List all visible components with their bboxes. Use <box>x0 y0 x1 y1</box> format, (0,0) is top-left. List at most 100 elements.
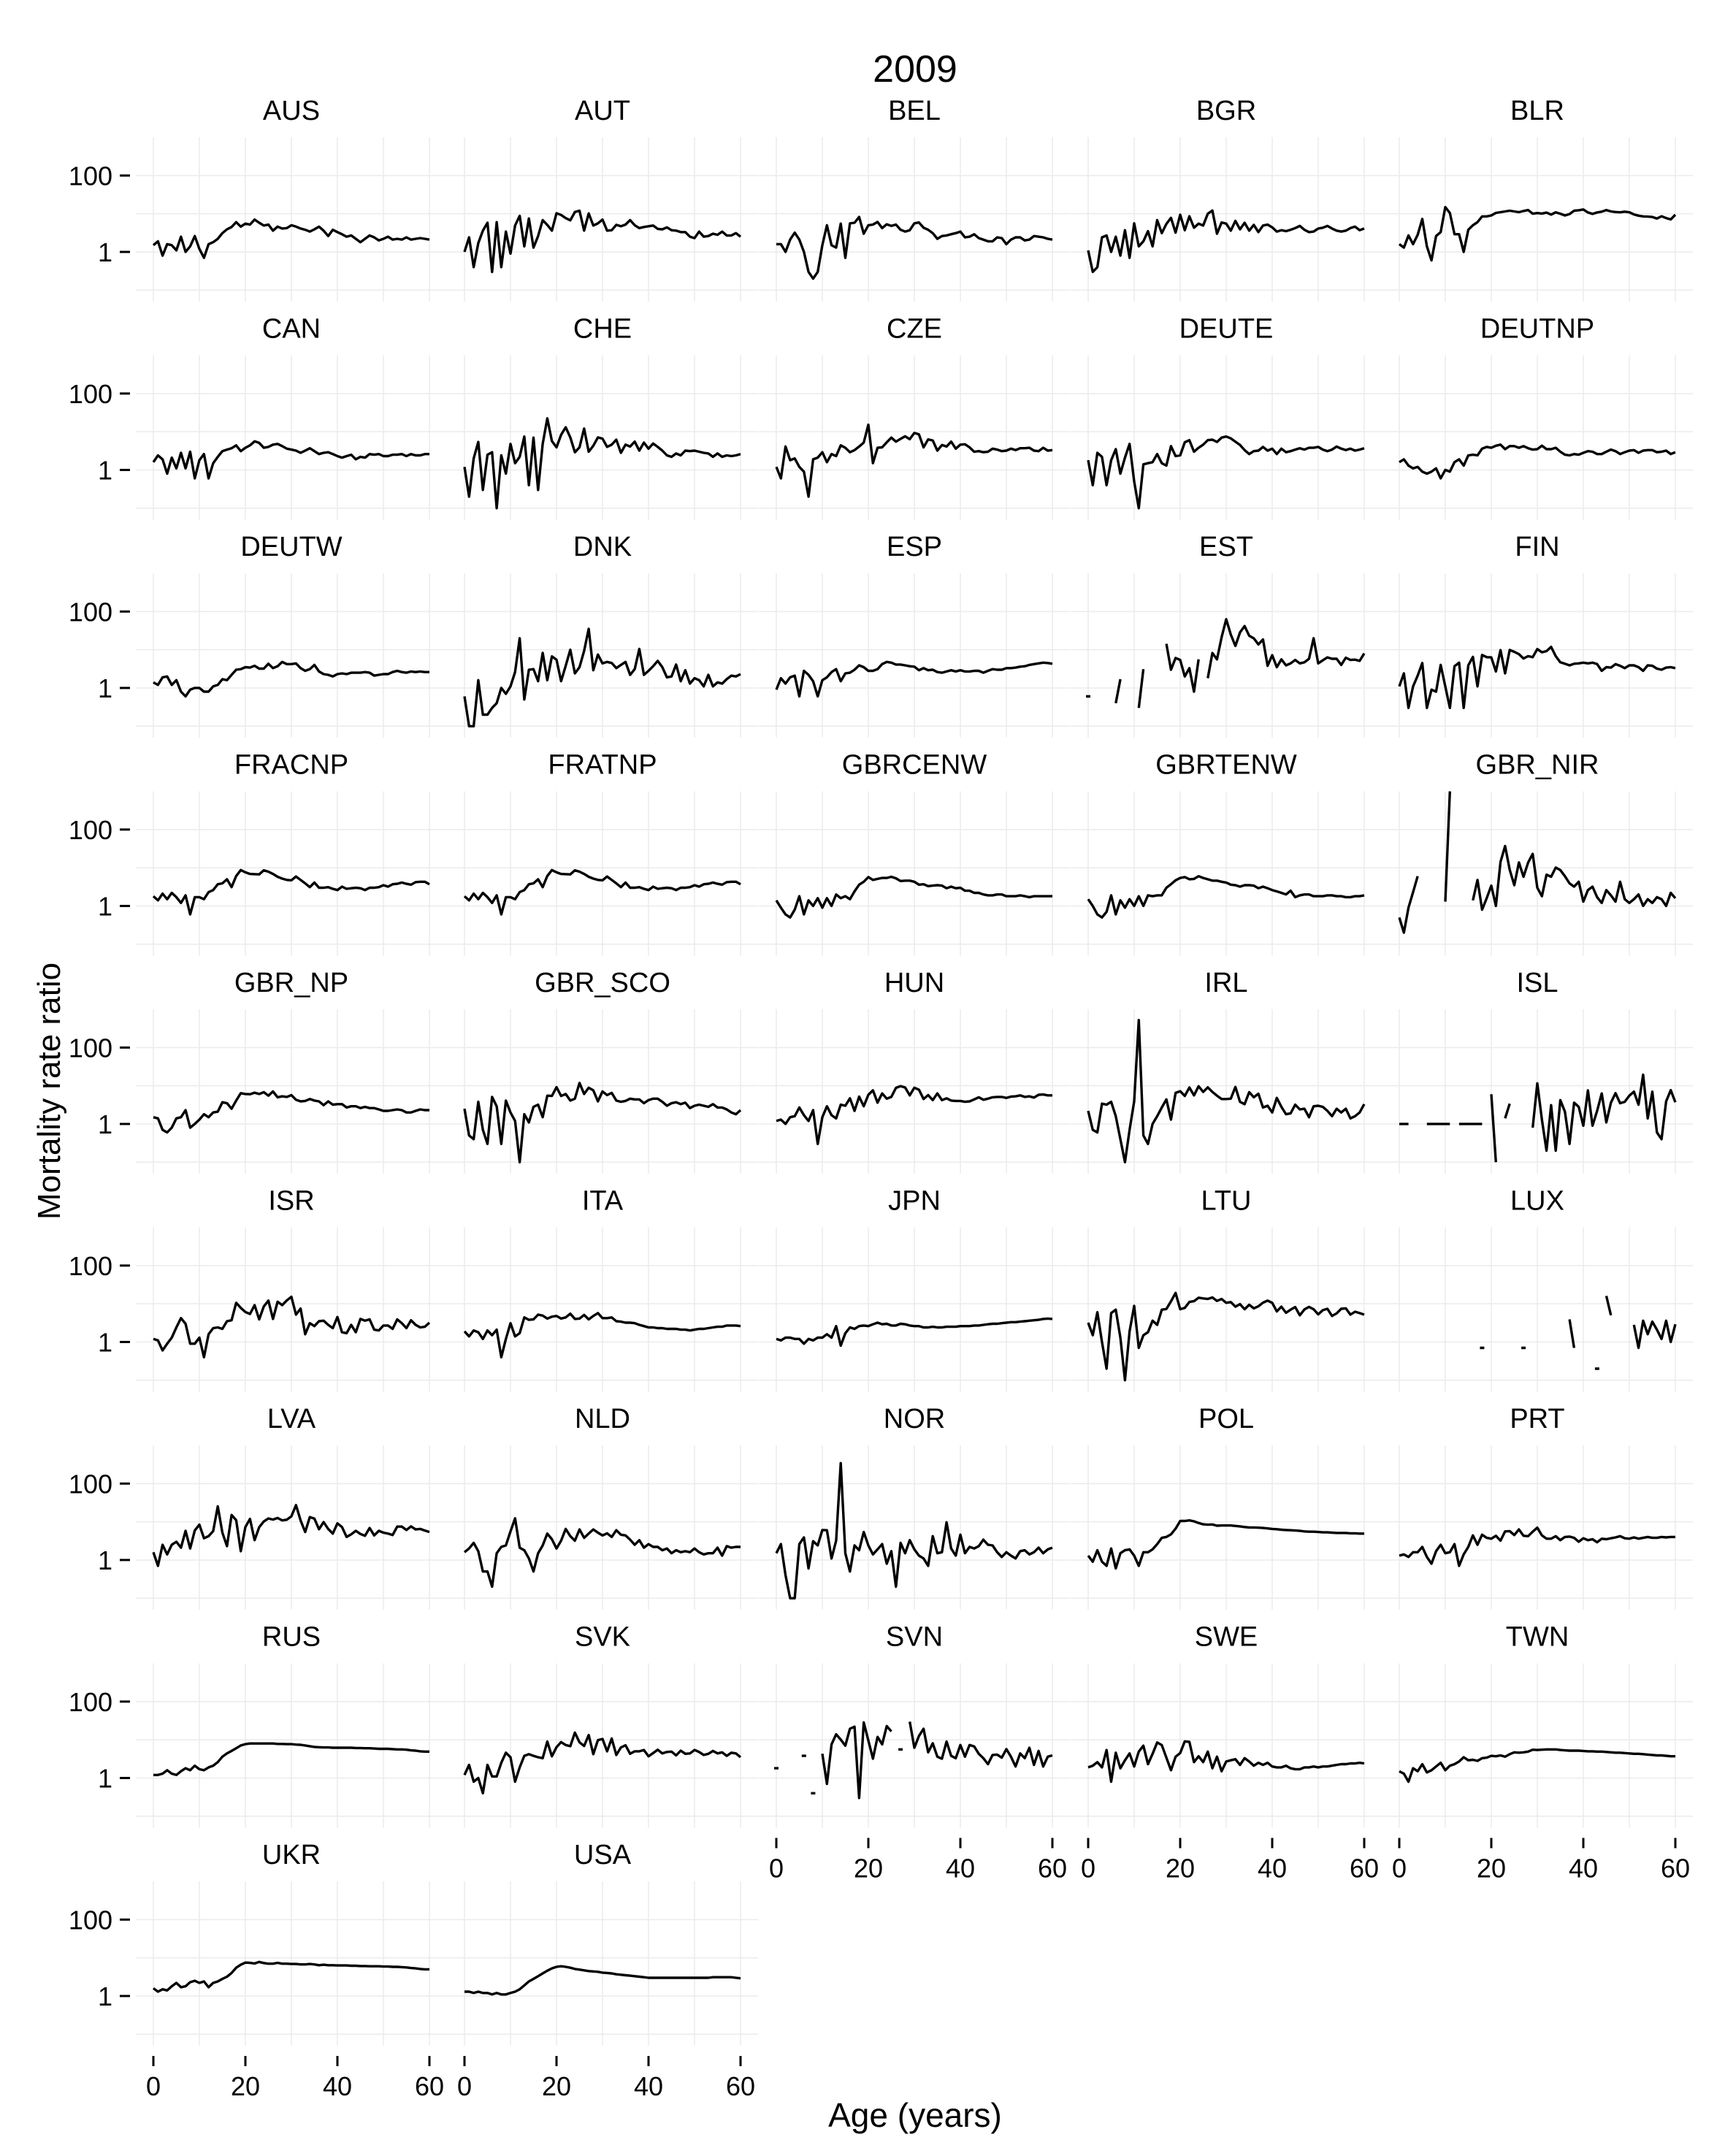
series-line-fratnp <box>463 868 741 916</box>
panel-title: EST <box>1199 532 1253 562</box>
y-tick-label: 100 <box>69 1687 112 1717</box>
panel-title: DNK <box>573 532 632 562</box>
panel-title: IRL <box>1204 968 1247 998</box>
panel-ltu: LTU <box>1071 1186 1382 1392</box>
panel-title: GBR_SCO <box>535 968 670 998</box>
series-line-irl <box>1087 1019 1366 1163</box>
panel-title: NLD <box>575 1404 630 1434</box>
panel-deutw: DEUTW 1 100 <box>69 532 447 738</box>
y-tick-label: 100 <box>69 161 112 191</box>
x-tick-label: 40 <box>323 2071 352 2101</box>
panel-grid <box>447 1881 758 2046</box>
y-tick-label: 1 <box>98 455 112 485</box>
panel-grid <box>1382 791 1693 956</box>
series-line-che <box>463 417 741 510</box>
panel-grid <box>1071 1445 1382 1610</box>
series-line-gbrtenw <box>1087 875 1365 919</box>
panel-title: GBRCENW <box>842 750 987 781</box>
panel-title: FRACNP <box>234 750 348 781</box>
series-line-rus <box>153 1742 429 1776</box>
panel-grid <box>1382 1445 1693 1610</box>
series-line-aus <box>152 218 430 259</box>
panel-bgr: BGR <box>1071 96 1382 302</box>
series-line-aut <box>463 209 742 273</box>
panel-title: HUN <box>884 968 944 998</box>
panel-can: CAN 1 100 <box>69 314 447 520</box>
y-tick-label: 100 <box>69 597 112 627</box>
panel-grid <box>1382 355 1693 520</box>
x-tick-label: 60 <box>1038 1854 1067 1884</box>
series-line-bel <box>776 215 1053 280</box>
panel-esp: ESP <box>759 532 1070 738</box>
panel-title: ESP <box>887 532 942 562</box>
panel-grid <box>447 791 758 956</box>
series-line-deutw <box>153 660 429 698</box>
panel-title: ITA <box>582 1186 624 1217</box>
y-tick-label: 1 <box>98 1545 112 1575</box>
series-line-esp <box>775 660 1053 698</box>
y-axis-label: Mortality rate ratio <box>31 963 67 1220</box>
panel-lva: LVA 1 100 <box>69 1404 447 1610</box>
panel-dnk: DNK <box>447 532 758 738</box>
panel-grid <box>759 573 1070 738</box>
panel-title: LTU <box>1201 1186 1252 1217</box>
y-tick-label: 100 <box>69 1905 112 1935</box>
panel-grid <box>136 355 447 520</box>
series-line-dnk <box>463 627 741 727</box>
series-line-prt <box>1399 1526 1675 1567</box>
x-tick-label: 60 <box>415 2071 444 2101</box>
x-tick-label: 20 <box>231 2071 260 2101</box>
y-tick-label: 100 <box>69 815 112 845</box>
series-line-jpn <box>776 1317 1053 1348</box>
panel-grid <box>136 137 447 302</box>
panel-lux: LUX <box>1382 1186 1693 1392</box>
x-axis-label: Age (years) <box>828 2096 1002 2134</box>
x-tick-label: 20 <box>1477 1854 1506 1884</box>
panel-grid <box>447 573 758 738</box>
series-line-twn <box>1399 1748 1675 1784</box>
panel-grid <box>759 355 1070 520</box>
series-line-ltu <box>1087 1291 1365 1382</box>
series-line-fin <box>1398 646 1676 709</box>
panel-grid <box>1071 1663 1382 1828</box>
panel-title: SVN <box>886 1622 943 1653</box>
panel-isr: ISR 1 100 <box>69 1186 447 1392</box>
x-tick-label: 0 <box>146 2071 161 2101</box>
panel-grid <box>447 1009 758 1174</box>
panel-grid <box>759 1009 1070 1174</box>
x-tick-label: 0 <box>1081 1854 1095 1884</box>
panel-deutnp: DEUTNP <box>1382 314 1693 520</box>
series-line-bgr <box>1087 209 1365 273</box>
panel-title: UKR <box>262 1840 321 1870</box>
panel-hun: HUN <box>759 968 1070 1174</box>
series-line-can <box>152 440 429 480</box>
panel-grid <box>1071 573 1382 738</box>
series-line-gbr_sco <box>463 1082 742 1163</box>
x-tick-label: 40 <box>946 1854 975 1884</box>
panel-grid <box>759 1445 1070 1610</box>
series-line-gbr_np <box>153 1090 429 1134</box>
series-line-lva <box>152 1504 430 1567</box>
panel-pol: POL <box>1071 1404 1382 1610</box>
series-line-deutnp <box>1399 443 1676 480</box>
series-line-est <box>1086 618 1366 708</box>
panel-title: DEUTW <box>240 532 342 562</box>
panel-grid <box>136 1227 447 1392</box>
panel-grid <box>136 1009 447 1174</box>
series-line-deute <box>1087 435 1365 510</box>
panel-title: LUX <box>1510 1186 1564 1217</box>
y-tick-label: 1 <box>98 673 112 703</box>
panel-title: AUS <box>263 96 320 126</box>
panel-title: CZE <box>887 314 942 345</box>
x-tick-label: 60 <box>1350 1854 1379 1884</box>
y-tick-label: 100 <box>69 1251 112 1281</box>
series-line-usa <box>464 1965 741 1996</box>
panel-title: ISR <box>268 1186 314 1217</box>
panel-gbrtenw: GBRTENW <box>1071 750 1382 956</box>
panel-title: GBR_NIR <box>1476 750 1599 781</box>
panel-aus: AUS 1 100 <box>69 96 447 302</box>
panel-title: SWE <box>1195 1622 1258 1653</box>
y-tick-label: 1 <box>98 1981 112 2011</box>
